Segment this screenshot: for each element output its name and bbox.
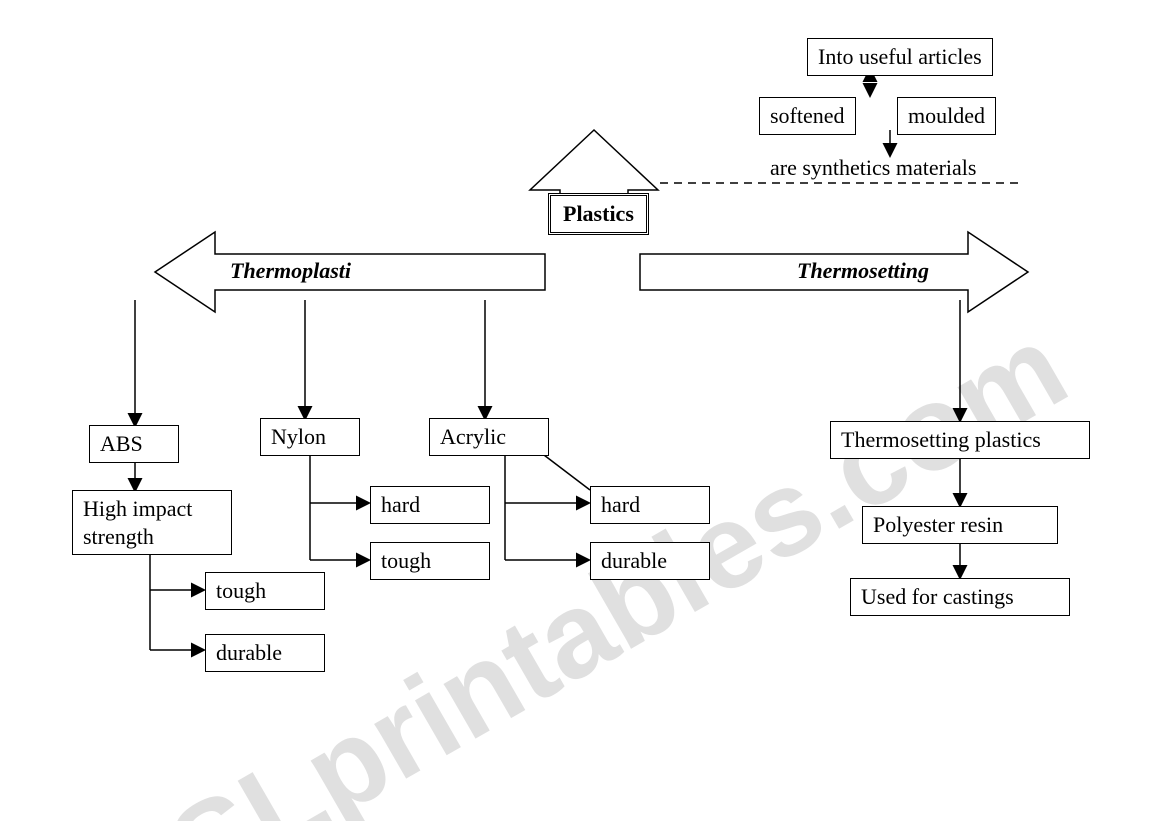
node-abs-durable: durable — [205, 634, 325, 672]
node-high-impact-text: High impactstrength — [83, 496, 192, 549]
node-high-impact: High impactstrength — [72, 490, 232, 555]
node-moulded: moulded — [897, 97, 996, 135]
node-nylon-hard: hard — [370, 486, 490, 524]
node-acrylic: Acrylic — [429, 418, 549, 456]
node-polyester-resin: Polyester resin — [862, 506, 1058, 544]
node-softened: softened — [759, 97, 856, 135]
text-synthetics: are synthetics materials — [770, 155, 976, 181]
node-used-for-castings: Used for castings — [850, 578, 1070, 616]
node-thermosetting-plastics: Thermosetting plastics — [830, 421, 1090, 459]
node-plastics: Plastics — [548, 193, 649, 235]
node-abs: ABS — [89, 425, 179, 463]
watermark: ESLprintables.com — [78, 298, 1088, 821]
label-thermosetting: Thermosetting — [797, 258, 929, 284]
node-acrylic-hard: hard — [590, 486, 710, 524]
label-thermoplastic: Thermoplasti — [230, 258, 351, 284]
node-useful-articles: Into useful articles — [807, 38, 993, 76]
node-nylon-tough: tough — [370, 542, 490, 580]
node-acrylic-durable: durable — [590, 542, 710, 580]
node-abs-tough: tough — [205, 572, 325, 610]
node-nylon: Nylon — [260, 418, 360, 456]
